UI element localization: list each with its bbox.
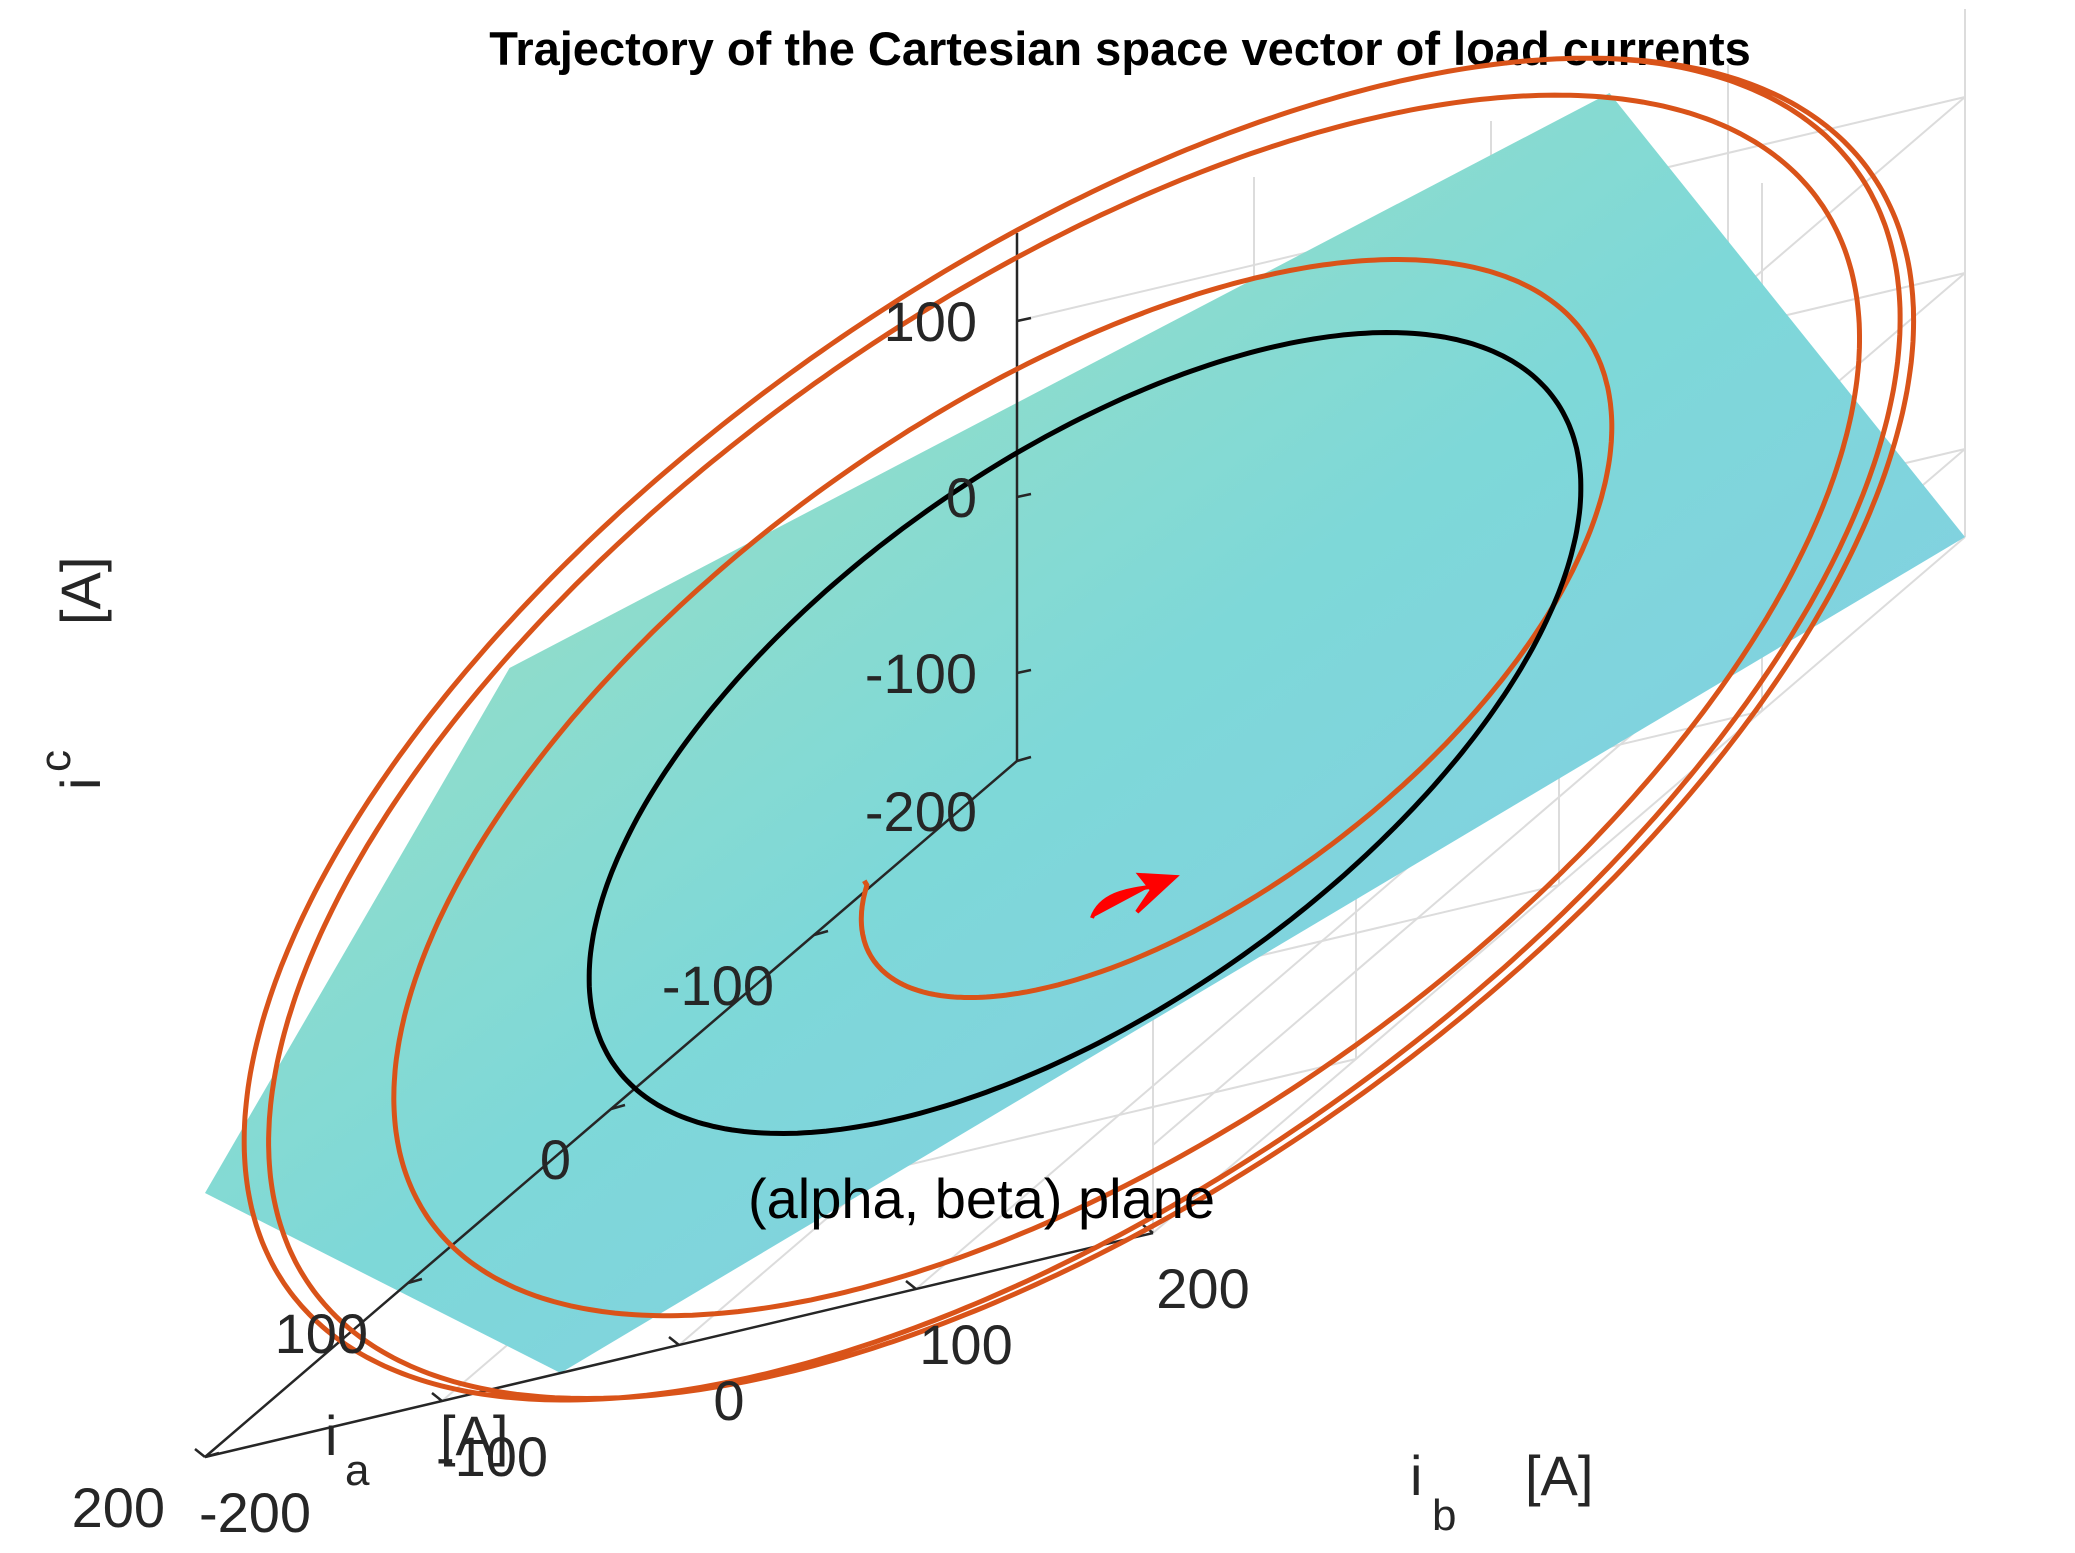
chart-title: Trajectory of the Cartesian space vector… [489, 22, 1751, 75]
x-axis-label-main: i [325, 1404, 337, 1467]
y-tick-label: 200 [1156, 1257, 1249, 1320]
z-tick-mark [1016, 492, 1032, 499]
x-tick-mark [407, 1277, 423, 1285]
z-axis-label-unit: [A] [49, 557, 112, 625]
z-tick-label: 100 [884, 290, 977, 353]
x-tick-mark [1016, 755, 1032, 763]
x-tick-mark [204, 1451, 220, 1459]
alpha-beta-plane [205, 93, 1965, 1373]
trajectories [241, 55, 1917, 1403]
tick-labels: -100 0 100 -200 -100 0 100 200 -200 -100 0 100 200 [72, 290, 1250, 1544]
x-tick-label: -100 [662, 954, 774, 1017]
z-tick-label: -100 [865, 642, 977, 705]
y-axis-label-main: i [1410, 1444, 1422, 1507]
plane-annotation: (alpha, beta) plane [748, 1167, 1215, 1230]
x-tick-mark [610, 1103, 626, 1111]
x-tick-label: 100 [275, 1302, 368, 1365]
x-tick-label: 200 [72, 1476, 165, 1539]
transient-trajectory-line [241, 55, 1917, 1403]
y-axis-label-subscript: b [1432, 1491, 1456, 1540]
grid-line [1152, 536, 1966, 1234]
z-tick-mark [1016, 316, 1032, 323]
steady-state-trajectory-line [586, 329, 1584, 1137]
x-axis-label-unit: [A] [440, 1404, 508, 1467]
x-axis-label-subscript: a [345, 1446, 370, 1495]
z-axis-label-main: i [49, 778, 112, 790]
direction-arrow [1090, 872, 1180, 919]
y-tick-mark [431, 1392, 443, 1402]
y-axis-label: i b [A] [1410, 1444, 1593, 1540]
y-tick-label: 100 [919, 1313, 1012, 1376]
x-tick-label: -200 [865, 780, 977, 843]
y-axis-label-unit: [A] [1525, 1444, 1593, 1507]
y-tick-mark [905, 1280, 917, 1290]
y-tick-label: -100 [436, 1425, 548, 1488]
z-axis-label: i c [A] [31, 557, 112, 790]
y-tick-label: -200 [199, 1481, 311, 1544]
x-tick-label: 0 [540, 1128, 571, 1191]
y-tick-mark [668, 1336, 680, 1346]
x-tick-mark [813, 929, 829, 937]
y-tick-mark [194, 1448, 206, 1458]
z-tick-mark [1016, 668, 1032, 675]
y-tick-label: 0 [713, 1369, 744, 1432]
z-tick-label: 0 [946, 466, 977, 529]
x-axis-label: i a [A] [325, 1404, 508, 1495]
z-axis-label-subscript: c [31, 750, 80, 772]
